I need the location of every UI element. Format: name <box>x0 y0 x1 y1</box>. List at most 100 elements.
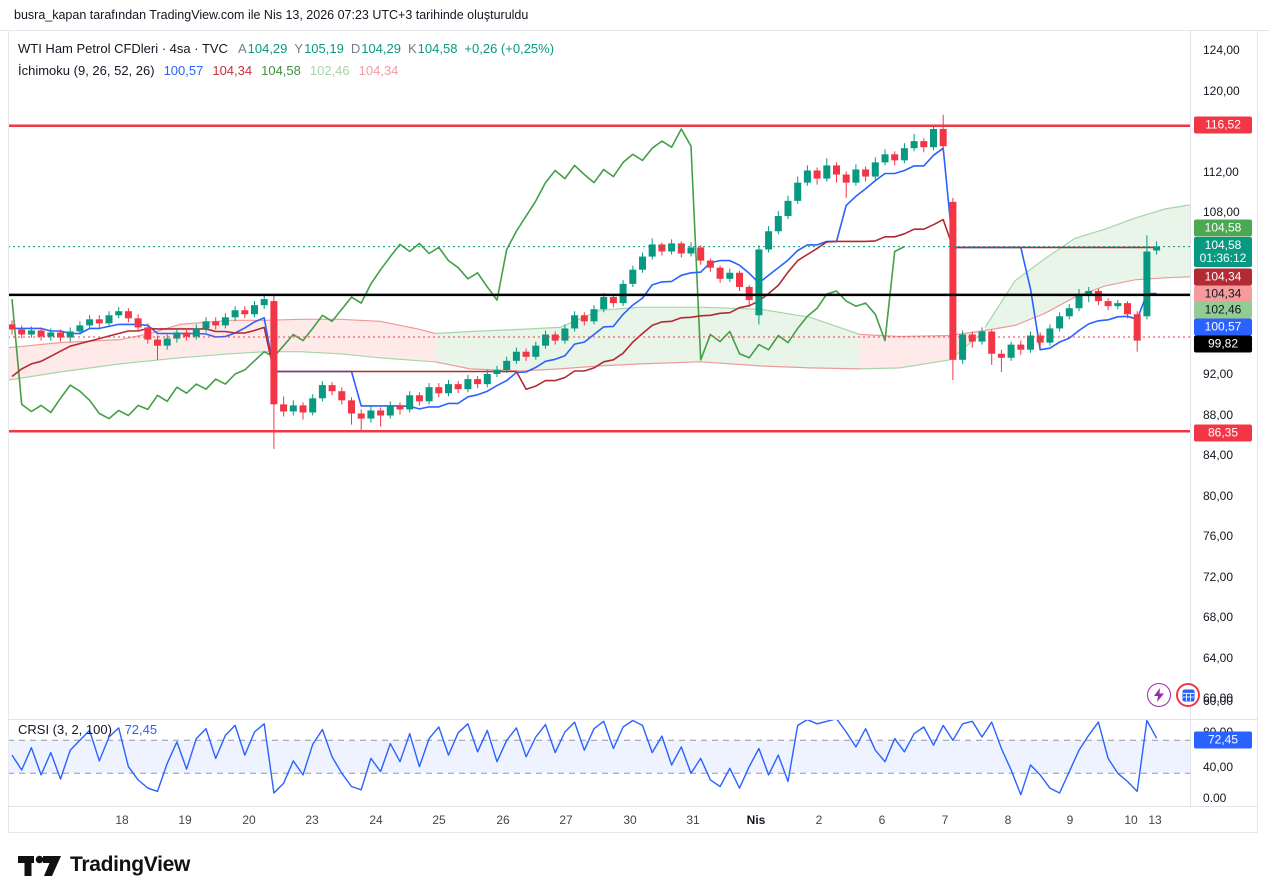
candle-body <box>755 249 763 316</box>
candle-body <box>464 379 472 390</box>
candle-body <box>47 332 55 337</box>
candle-body <box>745 286 753 301</box>
ichimoku-cloud <box>985 204 1190 331</box>
candle-body <box>1143 251 1151 317</box>
price-tick-label: 76,00 <box>1203 529 1234 543</box>
candle-body <box>1104 301 1112 307</box>
flash-icon[interactable] <box>1147 683 1171 707</box>
candle-body <box>1017 344 1025 350</box>
price-tick-label: 112,00 <box>1203 164 1239 179</box>
main-chart-canvas[interactable] <box>0 30 1190 719</box>
candle-body <box>406 395 414 410</box>
pane-separator[interactable] <box>8 719 1258 720</box>
candle-body <box>386 405 394 416</box>
candle-body <box>600 297 608 310</box>
time-tick-label: 27 <box>559 813 573 827</box>
candle-body <box>66 331 74 338</box>
price-axis-badge: 86,35 <box>1194 424 1252 442</box>
price-tick-label: 60,00 <box>1203 691 1234 705</box>
candle-body <box>512 351 520 361</box>
candle-body <box>192 328 200 337</box>
price-tick-label: 84,00 <box>1203 448 1234 462</box>
candle-body <box>765 231 773 250</box>
price-tick-label: 60,00 <box>1203 694 1234 708</box>
candle-body <box>183 332 191 337</box>
crsi-chart-canvas[interactable] <box>0 719 1190 806</box>
candle-body <box>212 321 220 326</box>
candle-body <box>823 165 831 179</box>
candle-body <box>561 328 569 341</box>
candle-body <box>532 345 540 357</box>
candle-body <box>202 321 210 329</box>
candle-body <box>1085 290 1093 295</box>
candle-body <box>833 165 840 175</box>
candle-body <box>949 201 957 360</box>
price-axis-badge: 72,45 <box>1194 731 1252 749</box>
candle-body <box>134 318 142 328</box>
candle-body <box>706 260 714 268</box>
candle-body <box>1007 344 1015 358</box>
candle-body <box>716 267 724 279</box>
price-tick-label: 88,00 <box>1203 407 1234 422</box>
price-tick-label: 80,00 <box>1203 488 1234 503</box>
candle-body <box>76 325 84 332</box>
price-axis[interactable]: 124,00 120,00 112,00 108,00 92,00 88,00 84,00 8… <box>1190 30 1269 806</box>
candle-body <box>726 272 734 279</box>
ohlc-value: 104,29 <box>361 41 401 56</box>
symbol-legend-row[interactable]: WTI Ham Petrol CFDleri · 4sa · TVC A104,2… <box>18 38 554 60</box>
ohlc-label: Y <box>294 41 304 56</box>
time-tick-label: 23 <box>305 813 319 827</box>
candle-body <box>813 170 821 179</box>
candle-body <box>396 405 404 410</box>
candle-body <box>8 324 16 330</box>
time-tick-label: Nis <box>746 813 766 827</box>
time-tick-label: 6 <box>878 813 886 827</box>
price-axis-badge: 104,58 01:36:12 <box>1194 237 1252 267</box>
price-tick-label: 120,00 <box>1203 83 1240 98</box>
time-tick-label: 26 <box>496 813 510 827</box>
crsi-legend-row[interactable]: CRSI (3, 2, 100) 72,45 <box>18 722 157 737</box>
price-tick-label: 72,00 <box>1203 569 1234 584</box>
candle-body <box>580 315 588 322</box>
candle-body <box>474 379 482 385</box>
candle-body <box>658 244 666 252</box>
ichimoku-value: 104,58 <box>261 63 301 78</box>
attribution-text: busra_kapan tarafından TradingView.com i… <box>14 8 529 22</box>
price-axis-badge: 116,52 <box>1194 116 1252 134</box>
ichimoku-value: 102,46 <box>309 63 350 78</box>
candle-body <box>794 182 802 201</box>
candle-body <box>144 327 152 340</box>
candle-body <box>551 334 559 341</box>
candle-body <box>803 170 811 183</box>
ichimoku-value: 100,57 <box>163 63 204 78</box>
candle-body <box>231 310 239 318</box>
candle-body <box>27 330 35 335</box>
tradingview-logo[interactable]: TradingView <box>16 851 190 879</box>
ichimoku-base-line <box>11 218 1157 391</box>
time-axis[interactable]: 18 19 20 23 24 25 26 27 30 31 Nis 2 6 7 8 9 10 13 <box>0 807 1190 833</box>
candle-body <box>648 244 656 257</box>
candle-body <box>1027 335 1034 350</box>
candle-body <box>862 169 870 177</box>
ohlc-label: A <box>237 41 247 56</box>
candle-body <box>115 311 123 316</box>
chart-legend: WTI Ham Petrol CFDleri · 4sa · TVC A104,2… <box>18 38 554 82</box>
candle-body <box>260 299 268 306</box>
price-axis-badge: 104,34 <box>1194 268 1252 286</box>
calendar-icon[interactable] <box>1176 683 1200 707</box>
crsi-tick-label: 0.00 <box>1203 791 1227 805</box>
time-tick-label: 10 <box>1124 813 1138 827</box>
ichimoku-legend-row[interactable]: İchimoku (9, 26, 52, 26) 100,57 104,34 104,… <box>18 60 554 82</box>
price-axis-badge: 104,58 <box>1194 219 1252 237</box>
candle-body <box>1114 303 1122 307</box>
candle-body <box>86 319 94 326</box>
candle-body <box>318 385 326 399</box>
time-tick-label: 9 <box>1066 813 1074 827</box>
candle-body <box>173 332 181 339</box>
candle-body <box>930 128 937 148</box>
candle-body <box>697 247 705 261</box>
ichimoku-conversion-line <box>12 147 1157 410</box>
price-tick-label: 68,00 <box>1203 610 1234 624</box>
candle-body <box>522 351 530 357</box>
time-tick-label: 19 <box>178 813 192 827</box>
